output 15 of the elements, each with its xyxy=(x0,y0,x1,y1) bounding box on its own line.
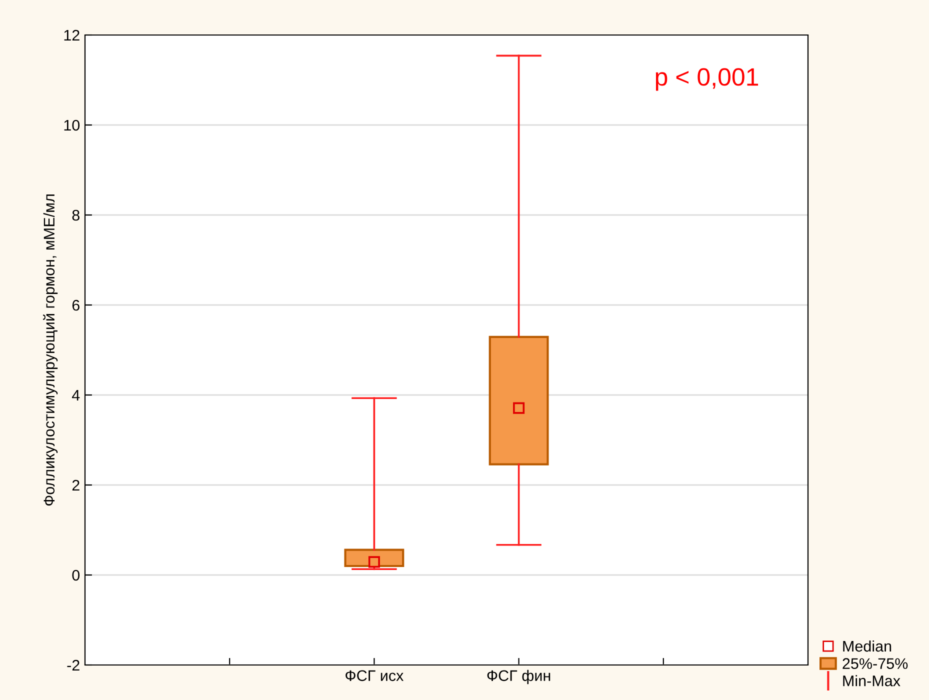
text: Median xyxy=(843,640,892,652)
y-tick-label: 4 xyxy=(72,390,80,401)
text: 25%-75% xyxy=(842,658,908,669)
text: Min-Max xyxy=(843,675,900,686)
y-tick-label: 0 xyxy=(72,570,80,581)
y-tick-label: 2 xyxy=(72,480,80,491)
annotation: p < 0,001 xyxy=(656,68,758,91)
y-tick-label: 8 xyxy=(72,210,80,221)
y-tick-label: 10 xyxy=(64,120,80,131)
y-axis-title: Фолликулостимулирующий гормон, мМЕ/мл xyxy=(43,194,58,506)
x-tick-label: ФСГ фин xyxy=(487,670,550,684)
y-tick-label: 6 xyxy=(72,300,80,311)
x-tick-label: ФСГ исх xyxy=(346,670,404,682)
y-tick-label: -2 xyxy=(67,660,80,671)
y-tick-label: 12 xyxy=(64,30,80,41)
